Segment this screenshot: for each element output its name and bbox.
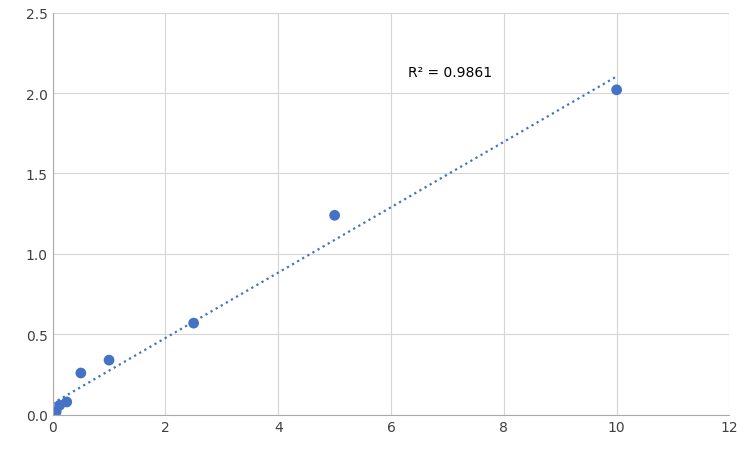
Point <box>53 402 65 409</box>
Point <box>75 369 86 377</box>
Point <box>103 357 115 364</box>
Point <box>47 411 59 419</box>
Point <box>329 212 341 220</box>
Point <box>187 320 199 327</box>
Text: R² = 0.9861: R² = 0.9861 <box>408 66 492 80</box>
Point <box>611 87 623 94</box>
Point <box>61 399 73 406</box>
Point <box>50 408 62 415</box>
